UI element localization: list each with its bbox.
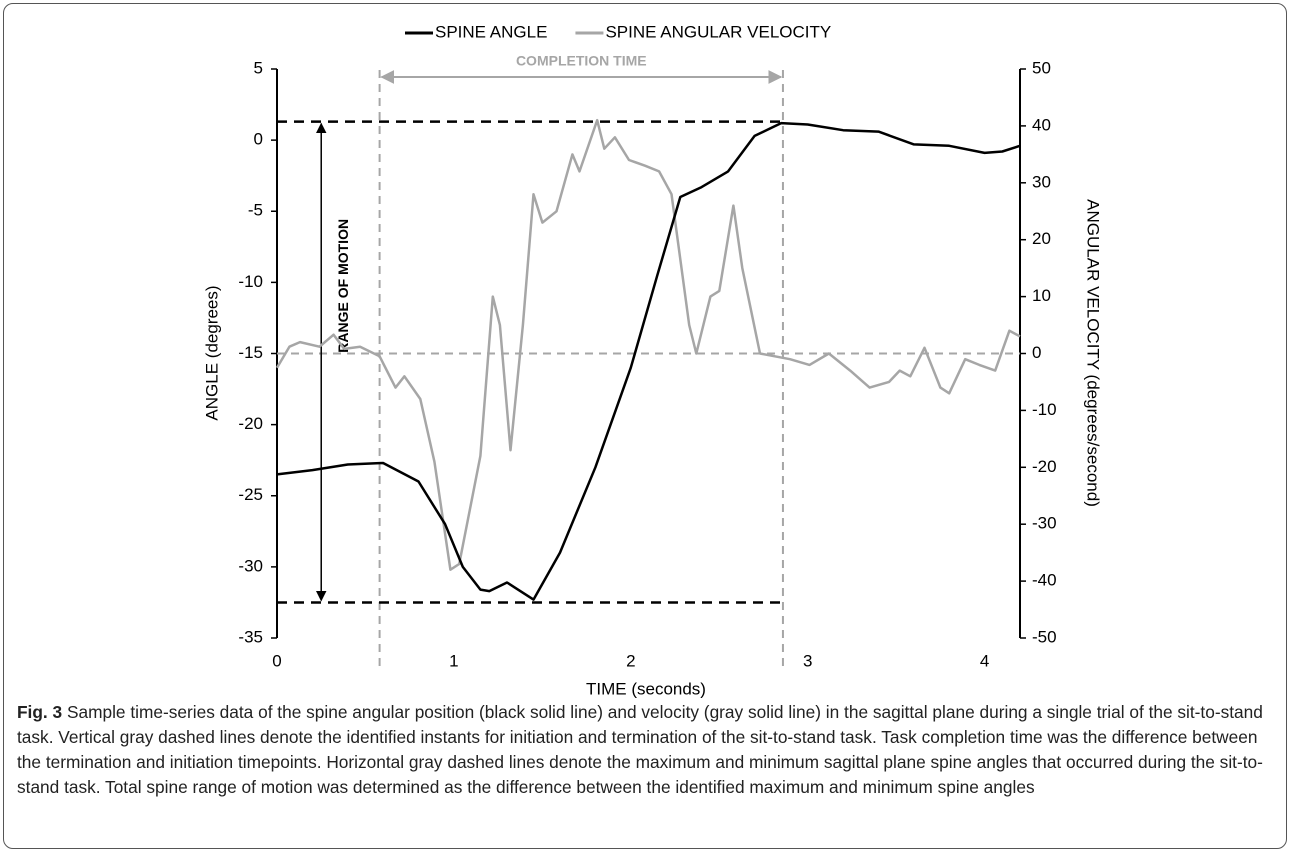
y2-tick-label: 0 [1032,343,1041,362]
completion-time-label: COMPLETION TIME [516,53,647,69]
chart: TIME (seconds) ANGLE (degrees) ANGULAR V… [202,22,1103,698]
y2-tick-label: 40 [1032,115,1051,134]
figure-frame [3,3,1287,849]
y-tick-label: -30 [238,556,263,575]
y-tick-label: -35 [238,627,263,646]
y2-axis-title: ANGULAR VELOCITY (degrees/second) [1084,199,1103,507]
x-tick-label: 0 [272,651,281,670]
x-tick-label: 2 [626,651,635,670]
caption-label: Fig. 3 [17,702,63,722]
y2-tick-label: -50 [1032,627,1057,646]
series-line [276,121,1021,601]
y-tick-label: -15 [238,343,263,362]
range-label: RANGE OF MOTION [335,219,351,353]
caption-text: Sample time-series data of the spine ang… [17,702,1263,797]
y-tick-label: -20 [238,414,263,433]
y-axis-title: ANGLE (degrees) [202,285,221,420]
y-tick-label: 0 [254,130,263,149]
series-line [275,118,1021,571]
y-tick-label: -5 [248,201,263,220]
x-axis-title: TIME (seconds) [586,679,706,698]
caption: Fig. 3 Sample time-series data of the sp… [17,700,1275,800]
y2-tick-label: 30 [1032,172,1051,191]
y2-tick-label: -10 [1032,400,1057,419]
x-tick-label: 1 [449,651,458,670]
y2-tick-label: -40 [1032,571,1057,590]
y-tick-label: 5 [254,58,263,77]
y2-tick-label: -20 [1032,457,1057,476]
y2-tick-label: 20 [1032,229,1051,248]
y2-tick-label: 50 [1032,58,1051,77]
y2-tick-label: -30 [1032,514,1057,533]
y2-tick-label: 10 [1032,286,1051,305]
legend-label: SPINE ANGULAR VELOCITY [605,22,831,41]
x-tick-label: 3 [803,651,812,670]
y-tick-label: -25 [238,485,263,504]
x-tick-label: 4 [980,651,989,670]
y-tick-label: -10 [238,272,263,291]
legend-label: SPINE ANGLE [435,22,547,41]
